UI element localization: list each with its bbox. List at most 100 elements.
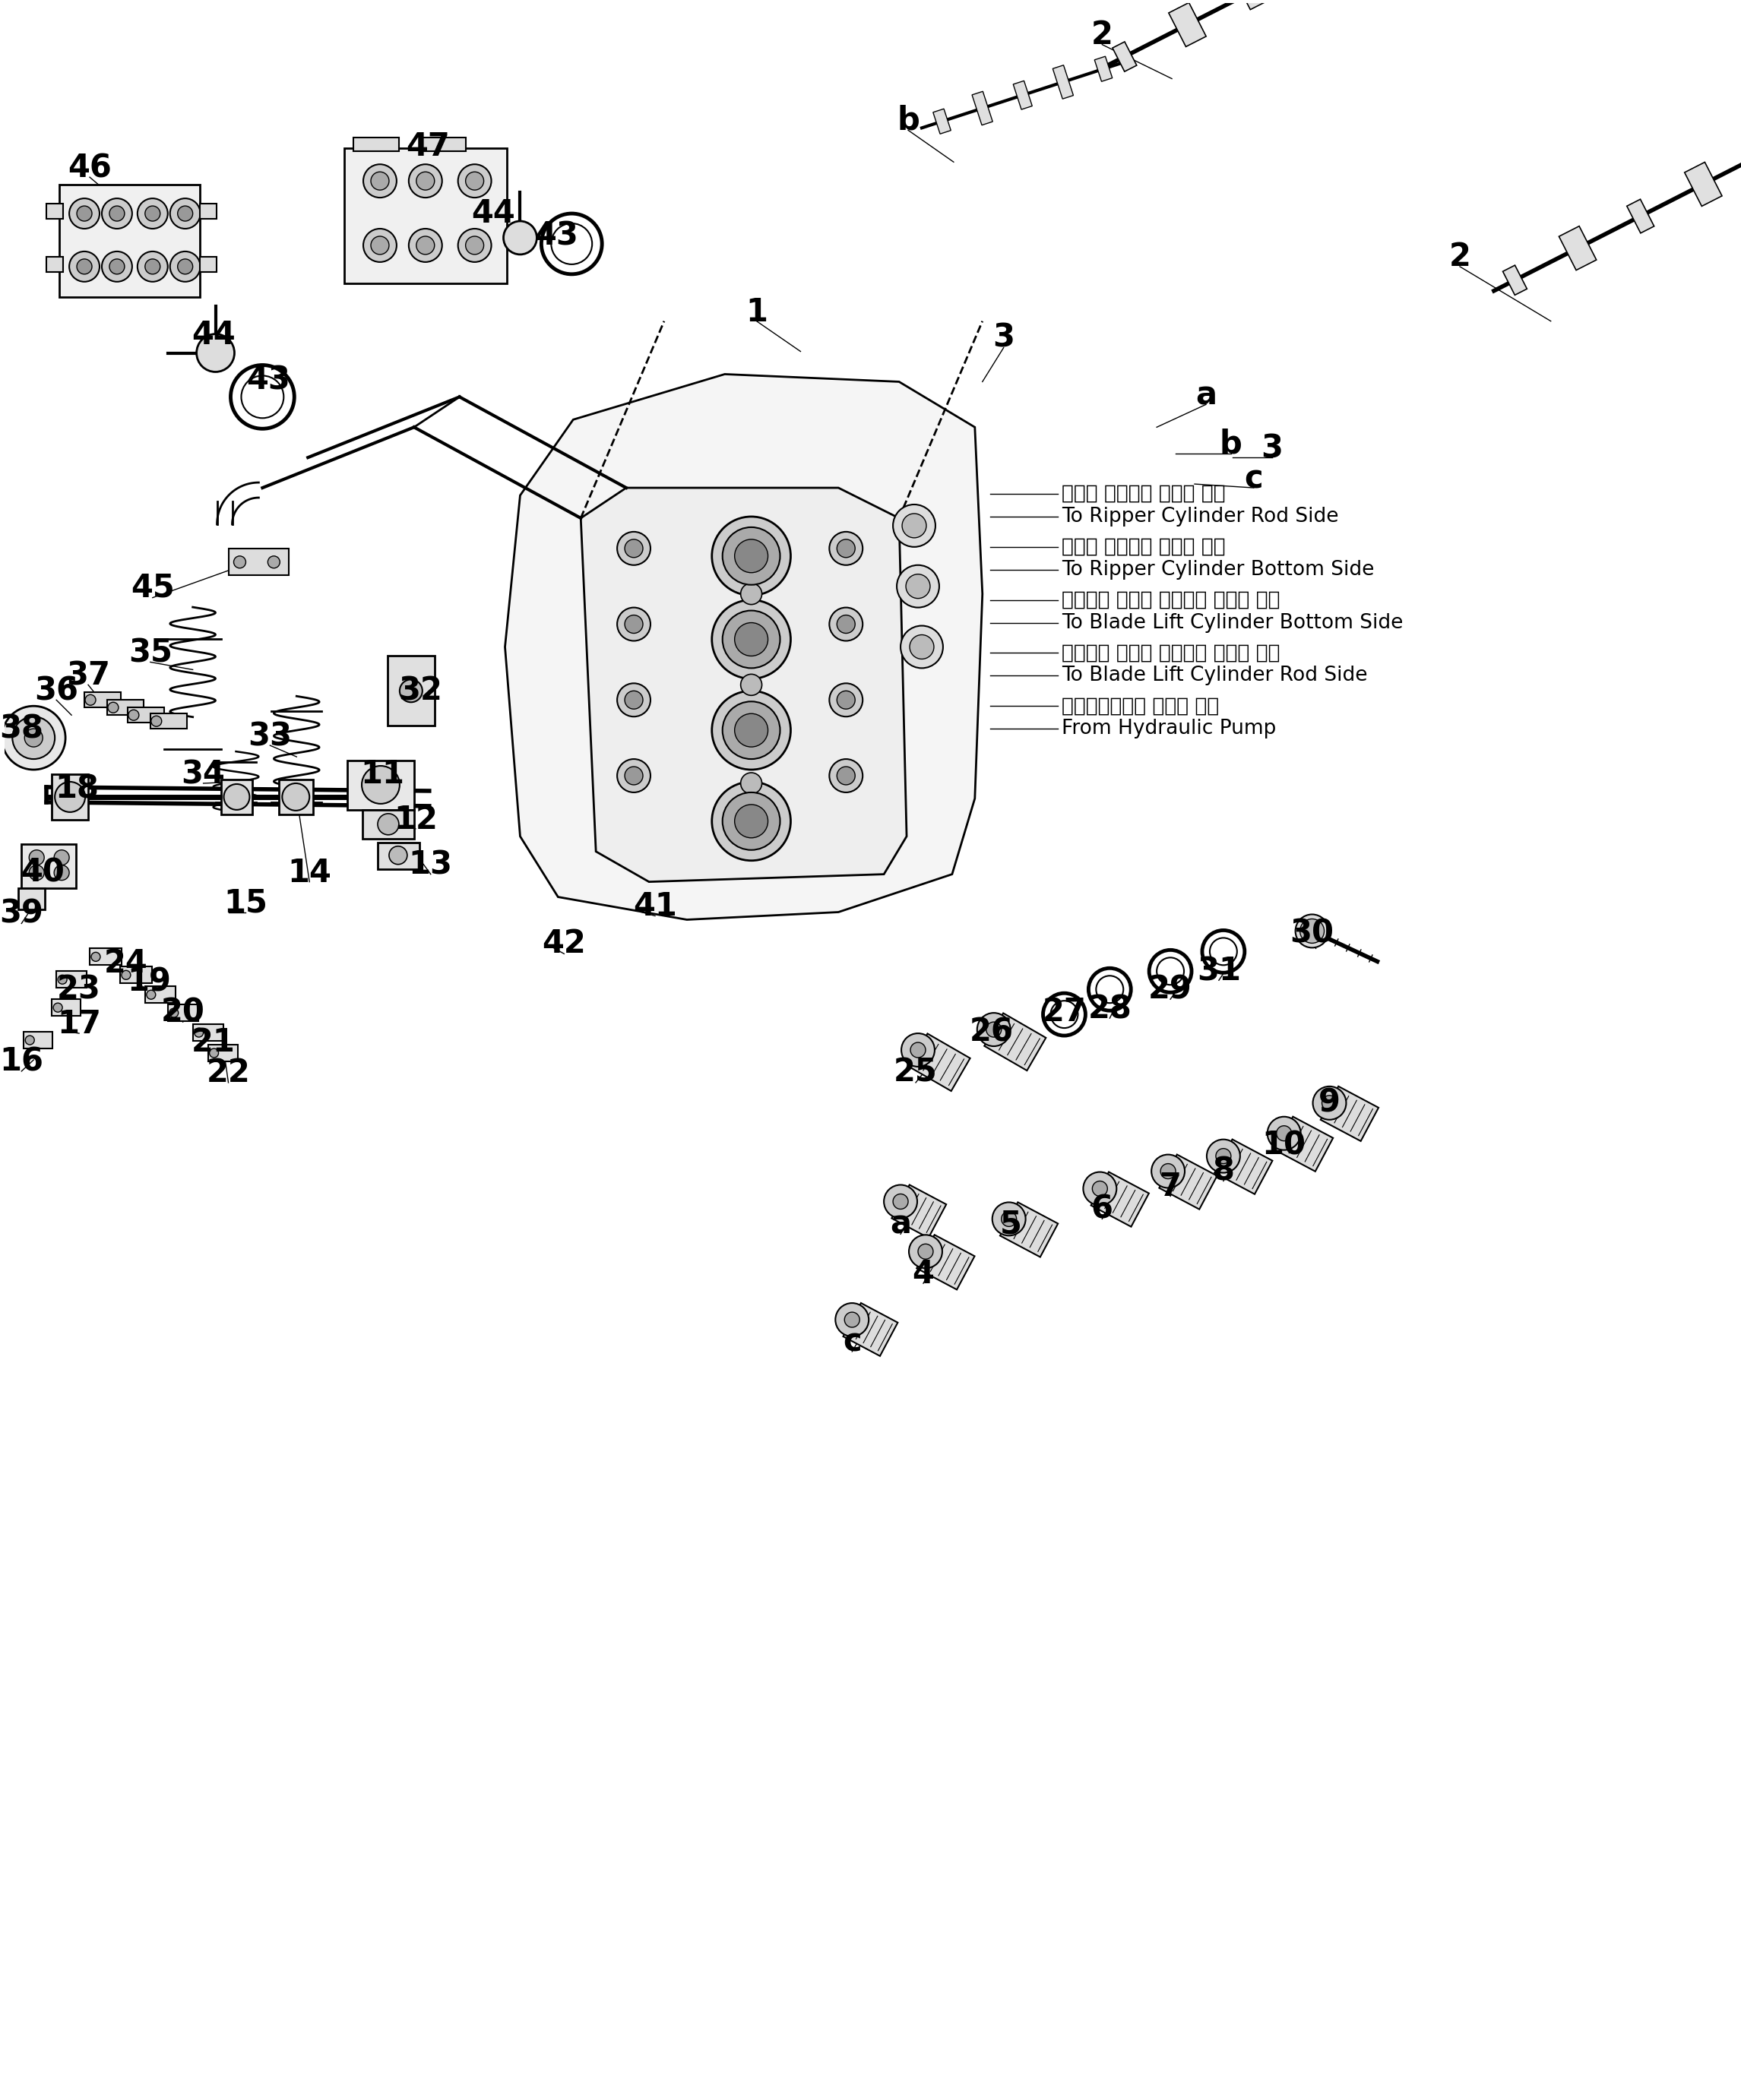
Text: 41: 41 (634, 890, 677, 922)
Circle shape (837, 540, 855, 556)
Circle shape (151, 716, 162, 727)
Circle shape (616, 758, 651, 792)
Polygon shape (843, 1302, 898, 1357)
Circle shape (371, 172, 388, 189)
Circle shape (145, 206, 160, 220)
Text: a: a (1196, 380, 1217, 412)
Text: 22: 22 (207, 1056, 251, 1088)
Circle shape (541, 214, 602, 275)
Text: 46: 46 (68, 151, 111, 185)
Bar (145, 987, 176, 1004)
Bar (388, 655, 435, 727)
Text: 9: 9 (1318, 1088, 1341, 1119)
Circle shape (844, 1312, 860, 1327)
Polygon shape (1112, 42, 1137, 71)
Text: 19: 19 (127, 966, 171, 997)
Circle shape (409, 164, 442, 197)
Circle shape (24, 729, 44, 748)
Circle shape (1097, 976, 1123, 1004)
Polygon shape (891, 1184, 947, 1237)
Circle shape (712, 691, 790, 771)
Bar (207, 1044, 239, 1060)
Text: 5: 5 (1001, 1208, 1022, 1241)
Text: 43: 43 (247, 363, 291, 397)
Text: 6: 6 (1092, 1193, 1112, 1224)
Polygon shape (1013, 80, 1032, 109)
Bar (108, 699, 143, 716)
Circle shape (458, 164, 491, 197)
Text: 23: 23 (57, 974, 101, 1006)
Bar (84, 693, 120, 708)
Circle shape (740, 674, 763, 695)
Circle shape (171, 197, 200, 229)
Circle shape (57, 974, 66, 985)
Circle shape (30, 850, 44, 865)
Circle shape (712, 781, 790, 861)
Text: 42: 42 (541, 928, 587, 960)
Circle shape (54, 865, 70, 880)
Circle shape (893, 504, 935, 546)
Circle shape (712, 601, 790, 678)
Text: 45: 45 (131, 571, 174, 605)
Text: 3: 3 (1260, 433, 1283, 464)
Text: From Hydraulic Pump: From Hydraulic Pump (1062, 718, 1276, 739)
Circle shape (1276, 1126, 1292, 1140)
Circle shape (735, 624, 768, 655)
Bar (348, 760, 414, 811)
Polygon shape (1274, 1117, 1334, 1172)
Polygon shape (1626, 199, 1654, 233)
Circle shape (735, 804, 768, 838)
Text: 44: 44 (192, 319, 235, 351)
Circle shape (625, 766, 642, 785)
Bar (24, 1031, 52, 1048)
Circle shape (893, 1195, 909, 1210)
Polygon shape (1321, 1086, 1379, 1140)
Polygon shape (1236, 0, 1264, 10)
Polygon shape (1215, 1140, 1273, 1195)
Bar (56, 970, 87, 987)
Circle shape (902, 514, 926, 538)
Polygon shape (505, 374, 982, 920)
Circle shape (985, 1023, 1001, 1037)
Circle shape (54, 850, 70, 865)
Bar (353, 139, 399, 151)
Polygon shape (581, 487, 907, 882)
Circle shape (1203, 930, 1245, 972)
Circle shape (409, 229, 442, 262)
Circle shape (465, 172, 484, 189)
Bar (19, 888, 45, 909)
Text: 37: 37 (66, 659, 110, 691)
Text: ブレード リフト シリンダ ボトム 側へ: ブレード リフト シリンダ ボトム 側へ (1062, 590, 1280, 609)
Text: 8: 8 (1212, 1155, 1234, 1186)
Text: 29: 29 (1149, 974, 1193, 1006)
Text: 15: 15 (225, 886, 268, 920)
Circle shape (364, 164, 397, 197)
Circle shape (918, 1243, 933, 1260)
Text: 27: 27 (1043, 995, 1086, 1029)
Polygon shape (984, 1012, 1046, 1071)
Text: 7: 7 (1160, 1170, 1182, 1203)
Circle shape (282, 783, 310, 811)
Circle shape (992, 1203, 1025, 1235)
Circle shape (1088, 968, 1132, 1010)
Text: 39: 39 (0, 897, 44, 930)
Circle shape (723, 527, 780, 584)
Text: To Ripper Cylinder Bottom Side: To Ripper Cylinder Bottom Side (1062, 561, 1375, 580)
Polygon shape (1168, 2, 1207, 46)
Circle shape (77, 206, 92, 220)
Bar (47, 204, 63, 218)
Circle shape (616, 607, 651, 640)
Circle shape (145, 258, 160, 275)
Circle shape (723, 792, 780, 850)
Polygon shape (933, 109, 951, 134)
Bar (52, 1000, 80, 1016)
Circle shape (178, 258, 193, 275)
Bar (200, 256, 216, 271)
Circle shape (77, 258, 92, 275)
Circle shape (197, 334, 235, 372)
Circle shape (1321, 1096, 1337, 1111)
Circle shape (909, 634, 933, 659)
Circle shape (625, 691, 642, 710)
Circle shape (364, 229, 397, 262)
Bar (167, 1004, 198, 1021)
